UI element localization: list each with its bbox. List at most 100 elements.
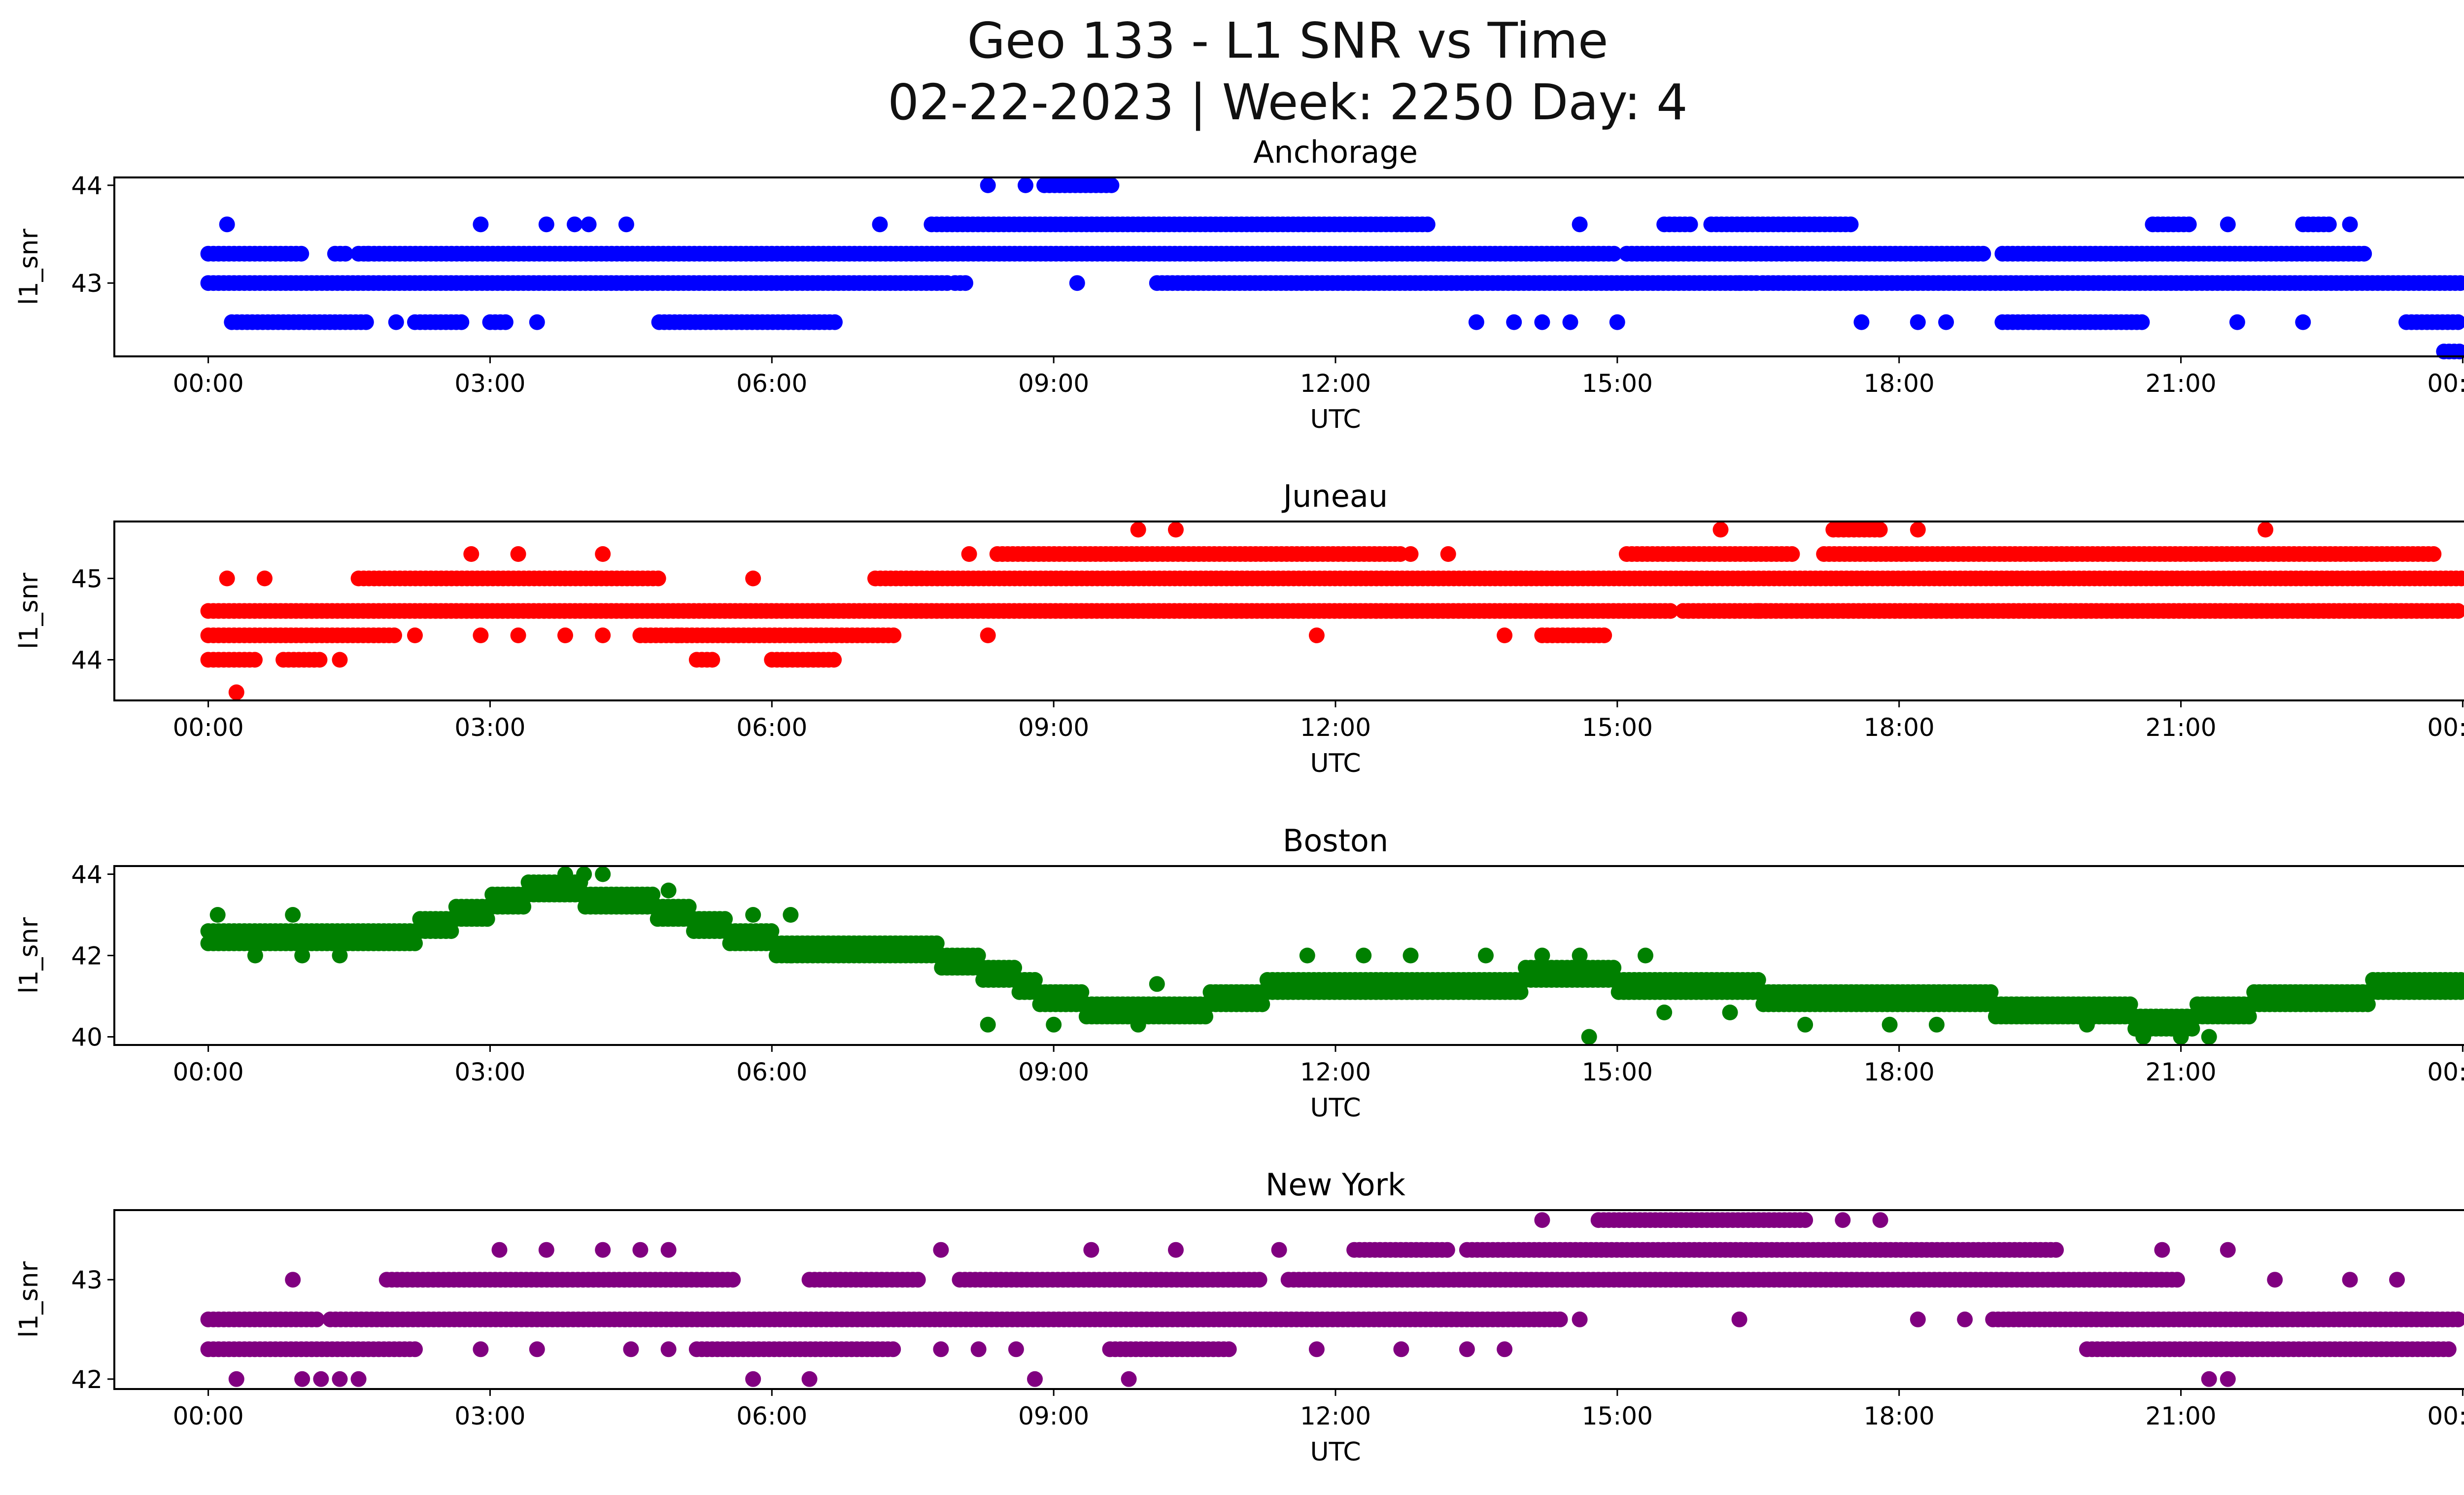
chart-title: New York: [1266, 1167, 1405, 1203]
data-point: [388, 314, 404, 330]
data-point: [2220, 1371, 2236, 1387]
data-point: [1662, 603, 1678, 619]
data-point: [1459, 1341, 1475, 1357]
data-point: [293, 245, 309, 262]
data-point: [1512, 984, 1529, 1000]
data-point: [1572, 216, 1588, 233]
data-point: [1910, 1311, 1926, 1327]
data-point: [928, 935, 945, 951]
data-point: [980, 177, 996, 193]
chart-0: Anchorage 00:00 03:00 06:00 09:00 12:00 15:00 1…: [14, 134, 2464, 434]
x-tick-label: 21:00: [2145, 369, 2216, 398]
y-tick-label: 44: [71, 646, 103, 675]
data-point: [1083, 1242, 1099, 1258]
data-point: [228, 1371, 244, 1387]
data-point: [1609, 314, 1625, 330]
data-point: [2229, 314, 2245, 330]
x-tick-label: 12:00: [1300, 713, 1371, 742]
x-tick-label: 18:00: [1864, 713, 1935, 742]
data-point: [2220, 216, 2236, 233]
data-point: [1797, 1212, 1814, 1228]
data-point: [1271, 1242, 1287, 1258]
x-axis-label: UTC: [1310, 1093, 1361, 1123]
data-point: [1722, 1005, 1738, 1020]
y-axis-label: l1_snr: [14, 572, 44, 649]
data-point: [247, 652, 263, 668]
data-point: [1403, 947, 1419, 964]
data-point: [1975, 245, 1991, 262]
data-point: [209, 907, 226, 923]
data-point: [2360, 996, 2376, 1012]
data-point: [1393, 1341, 1409, 1357]
data-point: [2267, 1272, 2283, 1288]
data-point: [473, 627, 489, 643]
data-point: [623, 1341, 639, 1357]
data-points: [200, 177, 2464, 360]
data-point: [1130, 1016, 1146, 1033]
data-point: [1506, 314, 1522, 330]
data-point: [717, 911, 733, 927]
data-point: [1872, 1212, 1888, 1228]
data-point: [1027, 972, 1043, 988]
data-point: [595, 546, 611, 562]
data-point: [2356, 245, 2372, 262]
data-point: [294, 947, 310, 964]
data-point: [567, 216, 582, 233]
data-point: [1552, 1311, 1568, 1327]
data-point: [980, 627, 996, 643]
data-point: [681, 899, 697, 915]
chart-3: New York 00:00 03:00 06:00 09:00 12:00 15:00 18…: [14, 1167, 2464, 1467]
data-point: [557, 627, 573, 643]
y-tick-label: 42: [71, 942, 103, 971]
data-point: [910, 1272, 926, 1288]
data-point: [745, 1371, 761, 1387]
data-point: [1750, 972, 1766, 988]
data-point: [1784, 546, 1800, 562]
data-point: [1403, 546, 1419, 562]
data-point: [1018, 177, 1033, 193]
data-point: [257, 570, 273, 587]
axes-frame: [113, 1209, 2464, 1390]
x-tick-label: 09:00: [1018, 1402, 1089, 1430]
data-point: [2181, 216, 2197, 233]
data-point: [407, 935, 423, 951]
x-tick-label: 00:00: [2427, 713, 2464, 742]
x-tick-label: 15:00: [1582, 1402, 1653, 1430]
data-point: [337, 245, 353, 262]
data-point: [529, 314, 545, 330]
data-point: [1299, 947, 1315, 964]
data-point: [1750, 603, 1766, 619]
data-point: [660, 1242, 677, 1258]
data-point: [660, 882, 677, 899]
data-point: [576, 866, 592, 882]
data-point: [1797, 1016, 1814, 1033]
data-point: [1130, 522, 1146, 538]
data-point: [632, 1242, 649, 1258]
data-point: [538, 1242, 554, 1258]
data-point: [581, 216, 597, 233]
data-point: [2201, 1029, 2217, 1045]
data-point: [2169, 1272, 2185, 1288]
x-tick-label: 00:00: [173, 369, 244, 398]
chart-title: Boston: [1283, 823, 1388, 859]
data-point: [1419, 216, 1436, 233]
y-tick-label: 43: [71, 269, 103, 298]
data-point: [595, 866, 611, 882]
data-point: [360, 245, 376, 262]
data-point: [1910, 522, 1926, 538]
x-tick-label: 18:00: [1864, 1058, 1935, 1086]
x-tick-label: 09:00: [1018, 1058, 1089, 1086]
chart-1: Juneau 00:00 03:00 06:00 09:00 12:00 15:00 18:0…: [14, 478, 2464, 778]
chart-2: Boston 00:00 03:00 06:00 09:00 12:00 15:00 18:0…: [14, 823, 2464, 1123]
x-tick-label: 18:00: [1864, 369, 1935, 398]
figure-title: Geo 133 - L1 SNR vs Time 02-22-2023 | We…: [0, 10, 2464, 133]
data-point: [294, 1371, 310, 1387]
data-point: [660, 1341, 677, 1357]
data-point: [886, 627, 902, 643]
data-point: [219, 216, 235, 233]
x-tick-label: 21:00: [2145, 1402, 2216, 1430]
data-point: [1221, 1341, 1237, 1357]
data-point: [510, 546, 526, 562]
data-point: [2079, 1016, 2095, 1033]
